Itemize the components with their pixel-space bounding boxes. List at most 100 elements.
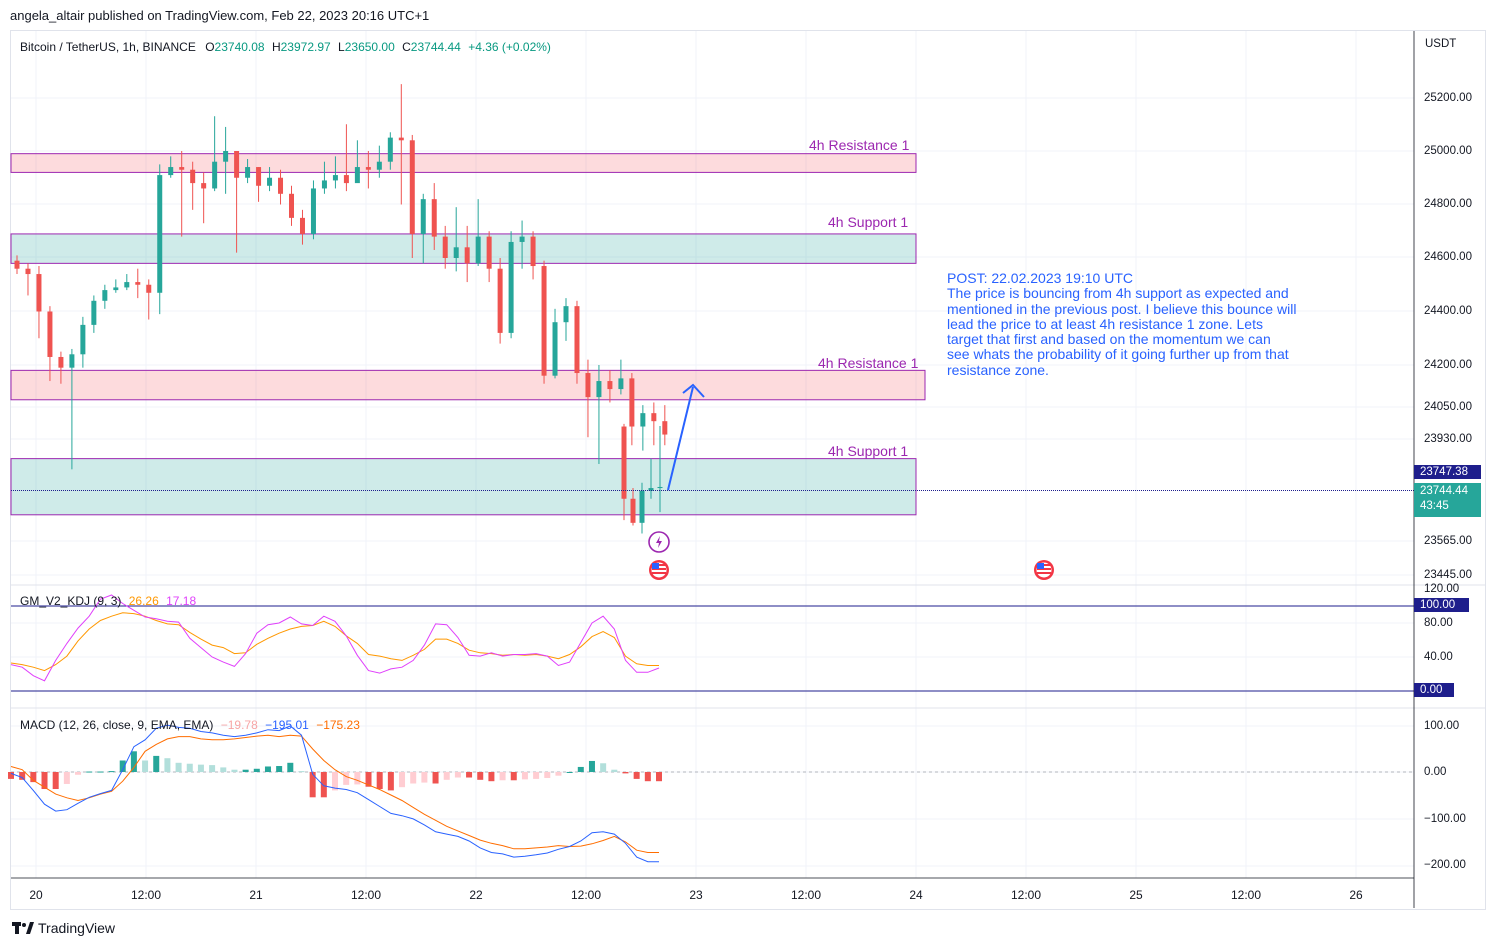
- macd-tick: −200.00: [1424, 859, 1466, 871]
- macd-hist-value: −19.78: [220, 718, 258, 732]
- macd-histogram-bar: [320, 772, 327, 798]
- candle-down: [36, 274, 42, 312]
- symbol-label[interactable]: Bitcoin / TetherUS, 1h, BINANCE: [20, 40, 196, 54]
- tradingview-icon: [12, 922, 34, 934]
- zone-resistance: [10, 153, 917, 173]
- macd-name[interactable]: MACD (12, 26, close, 9, EMA, EMA): [20, 718, 214, 732]
- us-flag-event-icon: [1034, 560, 1054, 580]
- macd-histogram-bar: [175, 762, 182, 772]
- main-legend: Bitcoin / TetherUS, 1h, BINANCE O23740.0…: [20, 40, 551, 54]
- candle-down: [629, 378, 635, 427]
- candle-up: [91, 300, 97, 325]
- macd-histogram-bar: [410, 772, 417, 784]
- macd-histogram-bar: [499, 772, 506, 781]
- macd-histogram-bar: [600, 763, 607, 772]
- macd-histogram-bar: [298, 771, 305, 773]
- kdj-tick: 40.00: [1424, 651, 1453, 663]
- macd-histogram-bar: [510, 772, 517, 781]
- macd-line: [10, 724, 659, 863]
- candle-down: [464, 247, 470, 264]
- candle-up: [640, 413, 646, 427]
- candle-up: [113, 287, 119, 291]
- candle-down: [365, 167, 371, 170]
- macd-histogram-bar: [52, 772, 59, 790]
- price-tick: 24050.00: [1424, 401, 1472, 413]
- candle-down: [585, 373, 591, 398]
- macd-histogram-bar: [164, 758, 171, 772]
- candle-up: [552, 322, 558, 376]
- current-price-value: 23744.44: [1420, 485, 1468, 497]
- macd-histogram-bar: [488, 772, 495, 782]
- kdj-name[interactable]: GM_V2_KDJ (9, 3): [20, 594, 122, 608]
- macd-tick: 0.00: [1424, 766, 1447, 778]
- candle-up: [563, 306, 569, 323]
- close-value: 23744.44: [410, 40, 461, 54]
- macd-histogram-bar: [477, 772, 484, 780]
- candle-up: [376, 161, 382, 170]
- candle-up: [596, 381, 602, 398]
- macd-histogram-bar: [644, 772, 651, 782]
- candle-down: [442, 236, 448, 258]
- macd-histogram-bar: [611, 769, 618, 772]
- candle-down: [289, 193, 294, 218]
- candle-up: [124, 282, 130, 288]
- candle-up: [508, 241, 514, 333]
- zone-label-resistance[interactable]: 4h Resistance 1: [818, 355, 919, 371]
- kdj-upper-badge: 100.00: [1414, 598, 1469, 612]
- zone-label-resistance[interactable]: 4h Resistance 1: [809, 137, 910, 153]
- candle-down: [630, 498, 636, 523]
- candle-down: [398, 137, 404, 141]
- macd-signal-line: [10, 734, 659, 853]
- time-label: 23: [689, 888, 703, 902]
- candle-down: [541, 266, 547, 376]
- kdj-k-line: [10, 594, 660, 682]
- macd-histogram-bar: [86, 771, 93, 773]
- macd-tick: −100.00: [1424, 813, 1466, 825]
- macd-histogram-bar: [142, 760, 149, 772]
- candle-down: [190, 169, 196, 184]
- tradingview-logo[interactable]: TradingView: [12, 920, 115, 936]
- macd-histogram-bar: [276, 766, 283, 772]
- macd-histogram-bar: [443, 772, 450, 780]
- time-label: 12:00: [1230, 888, 1262, 902]
- time-label: 12:00: [1010, 888, 1042, 902]
- macd-histogram-bar: [108, 771, 115, 773]
- candle-down: [58, 356, 64, 368]
- analysis-note[interactable]: POST: 22.02.2023 19:10 UTC The price is …: [947, 270, 1297, 378]
- candle-up: [321, 180, 327, 189]
- lightning-icon: [648, 531, 670, 553]
- price-tick: 23930.00: [1424, 433, 1472, 445]
- macd-histogram-bar: [432, 772, 439, 784]
- macd-histogram-bar: [287, 762, 294, 772]
- low-label: L: [338, 40, 345, 54]
- macd-histogram-bar: [544, 772, 551, 778]
- candle-down: [621, 426, 627, 499]
- zone-label-support[interactable]: 4h Support 1: [828, 214, 909, 230]
- kdj-tick: 80.00: [1424, 617, 1453, 629]
- macd-tick: 100.00: [1424, 720, 1460, 732]
- change-value: +4.36 (+0.02%): [468, 40, 551, 54]
- macd-histogram-bar: [264, 766, 271, 772]
- macd-histogram-bar: [209, 765, 216, 772]
- macd-histogram-bar: [8, 772, 14, 779]
- macd-pane: [8, 724, 1414, 863]
- price-tick: 24600.00: [1424, 251, 1472, 263]
- candle-down: [256, 167, 262, 186]
- macd-histogram-bar: [231, 769, 238, 772]
- time-label: 22: [469, 888, 483, 902]
- macd-line-value: −195.01: [265, 718, 309, 732]
- candle-up: [69, 354, 75, 368]
- candle-up: [387, 137, 393, 162]
- candle-down: [25, 268, 31, 275]
- time-label: 24: [909, 888, 923, 902]
- close-label: C: [402, 40, 411, 54]
- target-arrow: [667, 386, 694, 491]
- macd-histogram-bar: [387, 772, 394, 791]
- kdj-d-value: 17.18: [166, 594, 197, 608]
- high-label: H: [271, 40, 281, 54]
- macd-signal-value: −175.23: [316, 718, 360, 732]
- zone-label-support[interactable]: 4h Support 1: [828, 443, 909, 459]
- candle-up: [223, 151, 229, 162]
- candle-up: [310, 188, 316, 234]
